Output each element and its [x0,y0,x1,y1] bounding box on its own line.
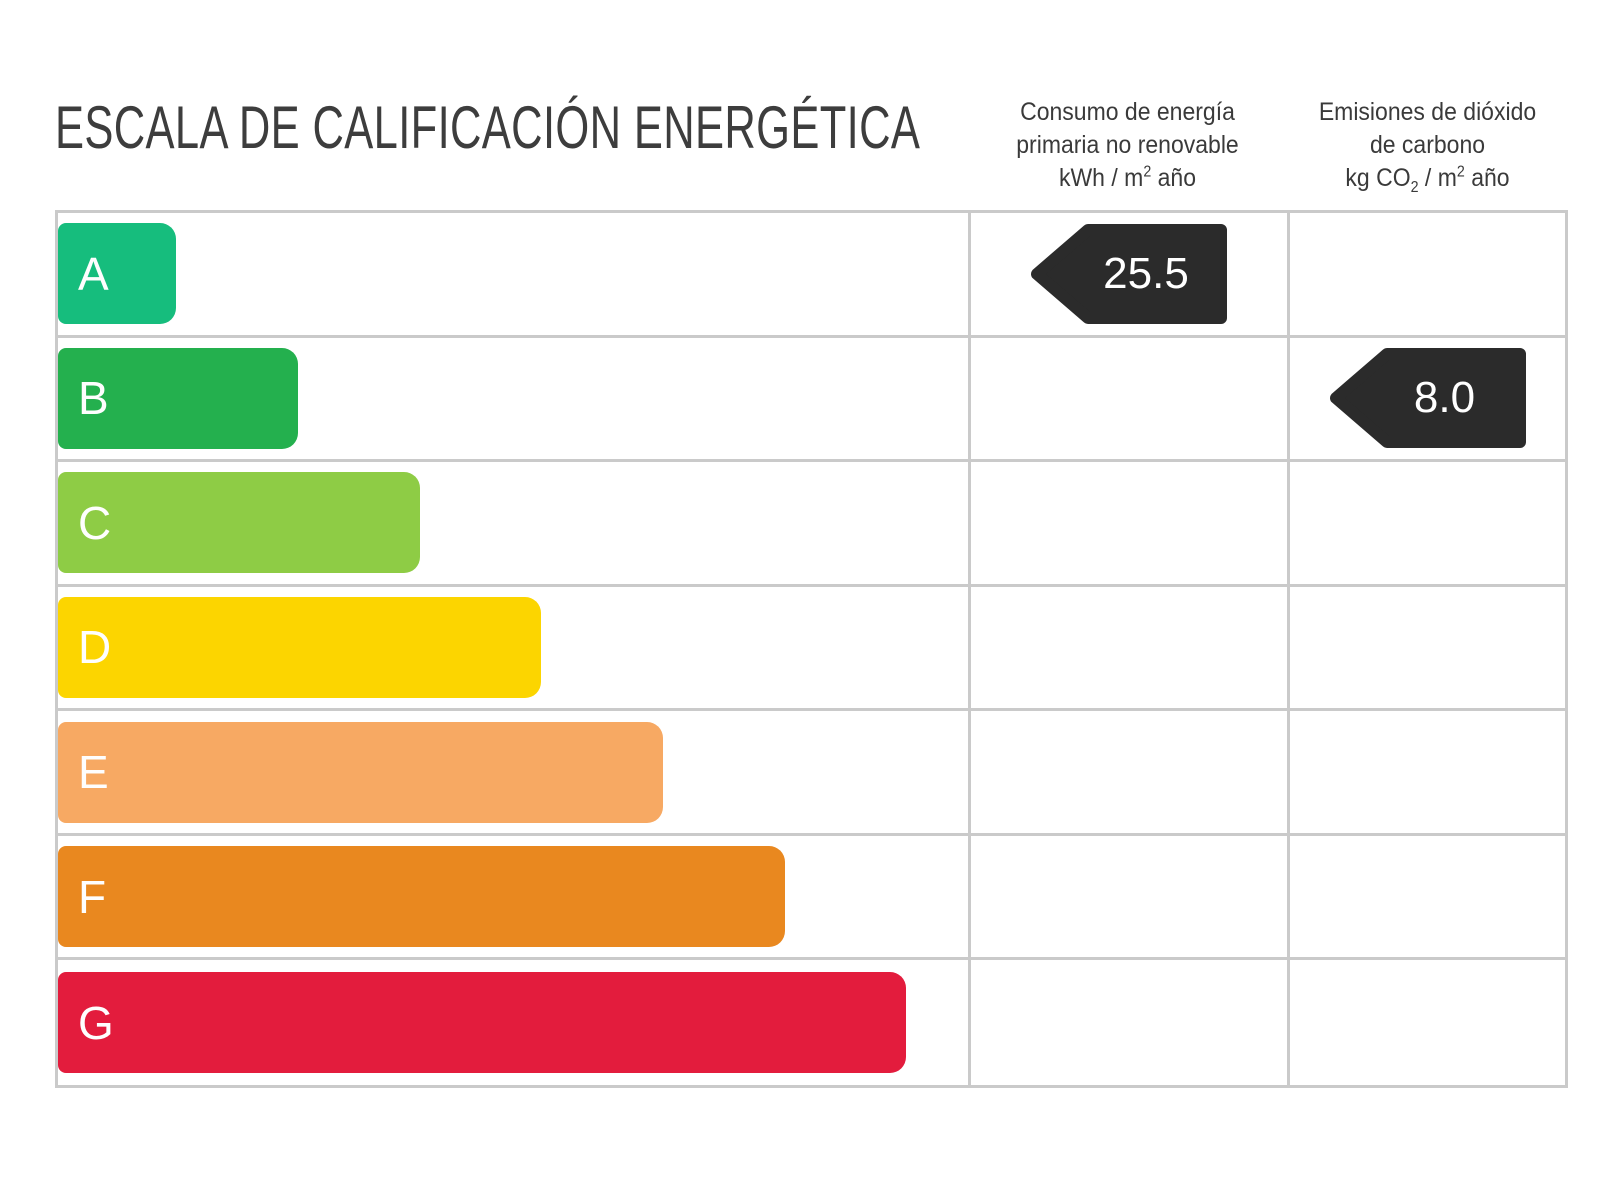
emisiones-cell-g [1290,960,1565,1085]
rating-letter-e: E [78,746,109,799]
consumo-cell-f [971,835,1290,958]
left-pointing-arrow-icon [1031,223,1227,324]
rating-table: A 25.5 B 8.0 C D E F G [55,210,1568,1088]
rating-bar-g: G [58,972,907,1074]
subscript-2: 2 [1410,179,1419,196]
table-row-d: D [58,586,1565,712]
consumo-header-units: kWh / m2 año [1058,163,1197,192]
emisiones-cell-f [1290,836,1565,958]
rating-letter-b: B [78,372,109,425]
table-row-g: G [58,960,1565,1085]
table-row-c: C [58,462,1565,587]
superscript-2: 2 [1143,163,1152,181]
consumo-cell-g [971,960,1290,1085]
table-row-b: B 8.0 [58,337,1565,463]
emisiones-header-line1: Emisiones de dióxido [1318,98,1537,126]
consumo-header-line2: primaria no renovable [1016,131,1239,159]
bar-cell-e: E [58,711,971,833]
rating-letter-g: G [78,996,114,1049]
emisiones-cell-a [1290,213,1565,335]
column-header-consumo: Consumo de energía primaria no renovable… [981,96,1274,195]
emisiones-header-line2: de carbono [1369,131,1486,159]
emisiones-header-units: kg CO2 / m2 año [1345,163,1510,196]
consumo-indicator-value: 25.5 [1103,248,1189,298]
bar-cell-b: B [58,337,971,460]
rating-bar-c: C [58,472,421,574]
bar-cell-g: G [58,960,971,1085]
page-title: ESCALA DE CALIFICACIÓN ENERGÉTICA [55,94,921,161]
consumo-header-line1: Consumo de energía [1020,98,1235,126]
emisiones-cell-b: 8.0 [1290,338,1565,460]
consumo-cell-e [971,711,1290,833]
rating-letter-c: C [78,496,112,549]
rating-bar-e: E [58,721,664,823]
emisiones-indicator-arrow: 8.0 [1329,347,1527,449]
bar-cell-c: C [58,462,971,584]
rating-letter-f: F [78,870,107,923]
bar-cell-f: F [58,835,971,958]
table-row-f: F [58,835,1565,961]
emisiones-indicator-value: 8.0 [1413,373,1476,423]
consumo-indicator-arrow: 25.5 [1030,223,1228,325]
rating-bar-b: B [58,347,299,449]
rating-bar-f: F [58,846,786,948]
table-row-a: A 25.5 [58,213,1565,338]
rating-bar-a: A [58,223,177,325]
rating-letter-a: A [78,247,109,300]
superscript-2: 2 [1456,163,1465,181]
table-row-e: E [58,711,1565,836]
consumo-cell-d [971,586,1290,709]
rating-letter-d: D [78,621,112,674]
consumo-cell-b [971,337,1290,460]
consumo-cell-c [971,462,1290,584]
emisiones-cell-e [1290,711,1565,833]
column-header-emisiones: Emisiones de dióxido de carbono kg CO2 /… [1298,96,1557,195]
rating-bar-d: D [58,596,542,698]
emisiones-cell-d [1290,587,1565,709]
bar-cell-d: D [58,586,971,709]
left-pointing-arrow-icon [1329,348,1526,449]
emisiones-cell-c [1290,462,1565,584]
bar-cell-a: A [58,213,971,335]
consumo-cell-a: 25.5 [971,213,1290,335]
